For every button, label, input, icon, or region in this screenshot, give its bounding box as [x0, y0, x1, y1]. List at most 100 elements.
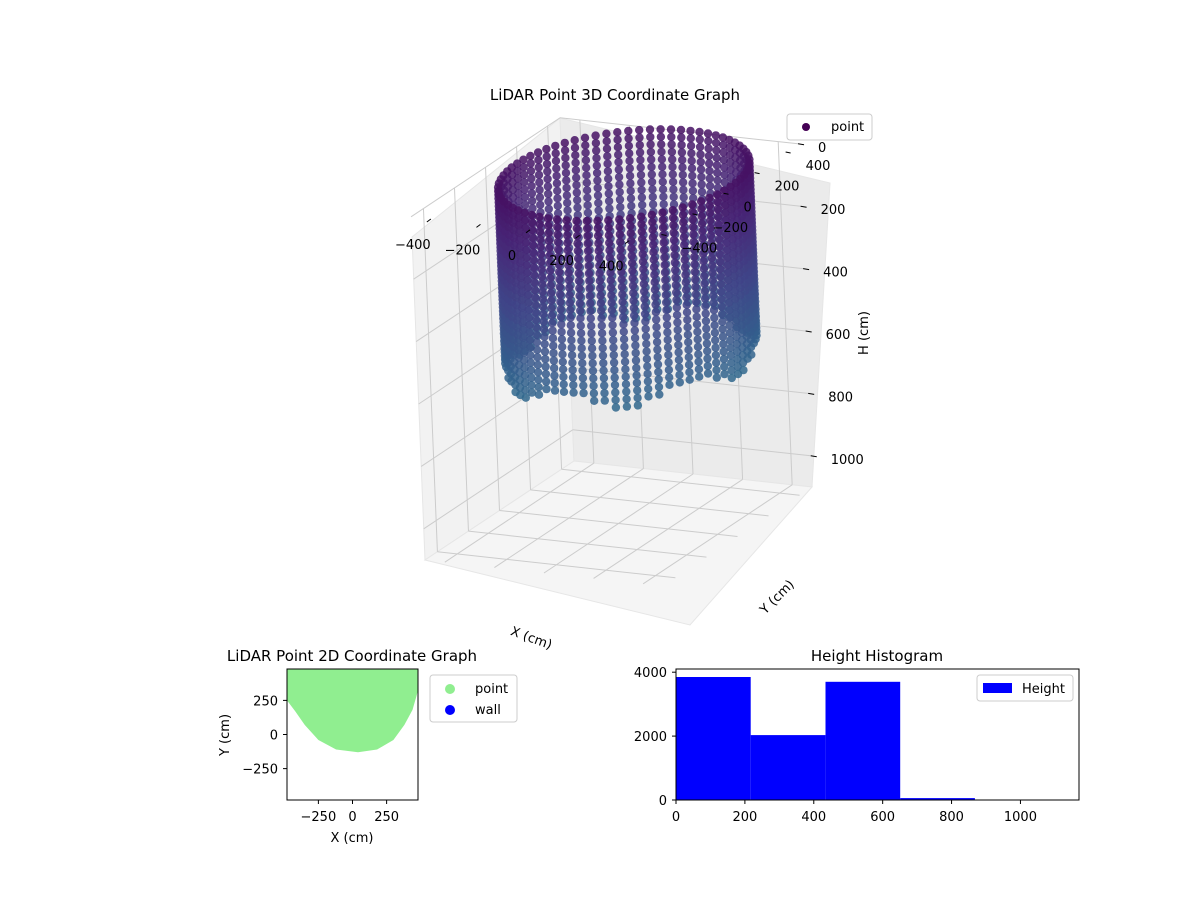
point-3d [559, 372, 568, 381]
point-3d [674, 340, 683, 350]
point-3d [580, 133, 590, 142]
point-3d [723, 261, 732, 270]
point-3d [679, 185, 688, 195]
point-3d [706, 223, 715, 233]
point-3d [595, 269, 604, 278]
point-3d [667, 147, 677, 157]
point-3d [637, 185, 646, 195]
point-3d [678, 203, 687, 212]
point-3d [534, 390, 544, 399]
point-3d [669, 192, 678, 202]
point-3d [529, 248, 538, 257]
point-3d [707, 253, 717, 262]
point-3d [698, 234, 707, 243]
point-3d [587, 321, 596, 331]
point-3d [593, 231, 603, 240]
point-3d [702, 339, 712, 348]
x-tick-label-3d: 200 [549, 254, 574, 269]
point-3d [702, 331, 711, 341]
point-3d [527, 181, 536, 191]
point-3d [518, 311, 527, 320]
point-3d [532, 330, 541, 339]
point-3d [535, 227, 545, 236]
point-3d [616, 252, 625, 262]
point-3d [615, 187, 624, 197]
point-3d [602, 144, 612, 153]
point-3d [708, 283, 718, 292]
point-3d [636, 170, 646, 180]
point-3d [629, 303, 639, 313]
point-3d [647, 177, 657, 187]
point-3d [584, 261, 593, 271]
point-3d [550, 378, 559, 388]
point-3d [663, 343, 673, 352]
point-3d [652, 330, 661, 339]
point-3d [646, 132, 655, 142]
point-3d [631, 341, 640, 350]
point-3d [696, 150, 705, 159]
point-3d [722, 238, 731, 248]
point-3d [571, 151, 580, 160]
point-3d [527, 388, 537, 397]
point-3d [707, 238, 716, 247]
point-3d [587, 344, 597, 353]
point-3d [573, 239, 582, 248]
point-3d [534, 170, 544, 180]
x-tick-label-2d: 0 [348, 810, 356, 825]
point-3d [542, 159, 552, 169]
point-3d [615, 180, 624, 189]
ticks-2d: −250 0 250 250 0 −250 [242, 694, 399, 825]
point-3d [577, 344, 586, 353]
point-3d [593, 216, 602, 225]
point-3d [630, 318, 639, 328]
point-3d [520, 371, 530, 380]
pane-floor [423, 460, 814, 626]
point-3d [641, 332, 651, 341]
point-3d [598, 336, 607, 345]
y-tick-label-2d: 0 [270, 729, 278, 744]
point-3d [558, 357, 567, 366]
x-tick-label-hist: 600 [870, 810, 895, 825]
point-3d [569, 380, 578, 390]
point-3d [711, 351, 721, 360]
point-3d [658, 208, 667, 217]
point-3d [633, 401, 643, 410]
point-3d [594, 206, 603, 215]
point-3d [685, 368, 694, 377]
point-3d [606, 261, 615, 270]
x-tick-label-3d: −400 [395, 238, 431, 253]
point-3d [584, 269, 594, 278]
point-3d [516, 258, 525, 268]
point-3d [647, 170, 656, 179]
x-axis-label-2d: X (cm) [331, 831, 374, 846]
point-3d [591, 138, 601, 148]
point-3d [626, 194, 636, 203]
histogram-bar [900, 798, 975, 800]
point-3d [693, 327, 702, 336]
legend-2d-point-label: point [475, 682, 508, 697]
point-3d [579, 381, 588, 390]
point-3d [522, 268, 532, 277]
point-3d [606, 268, 615, 277]
point-3d [563, 238, 572, 247]
point-3d [521, 393, 530, 402]
point-3d [655, 390, 664, 399]
point-3d [665, 373, 674, 382]
point-3d [604, 182, 613, 191]
point-3d [680, 263, 690, 272]
point-3d [728, 250, 738, 259]
point-3d [731, 317, 740, 326]
point-3d [604, 223, 613, 232]
point-3d [672, 288, 681, 297]
point-3d [639, 272, 648, 281]
point-3d [575, 299, 585, 308]
point-3d [692, 320, 702, 329]
point-3d [733, 362, 742, 371]
point-3d [519, 348, 529, 357]
point-3d [654, 367, 663, 377]
point-3d [552, 171, 561, 181]
point-3d [714, 235, 724, 244]
point-3d [723, 283, 733, 293]
point-3d [558, 350, 567, 359]
